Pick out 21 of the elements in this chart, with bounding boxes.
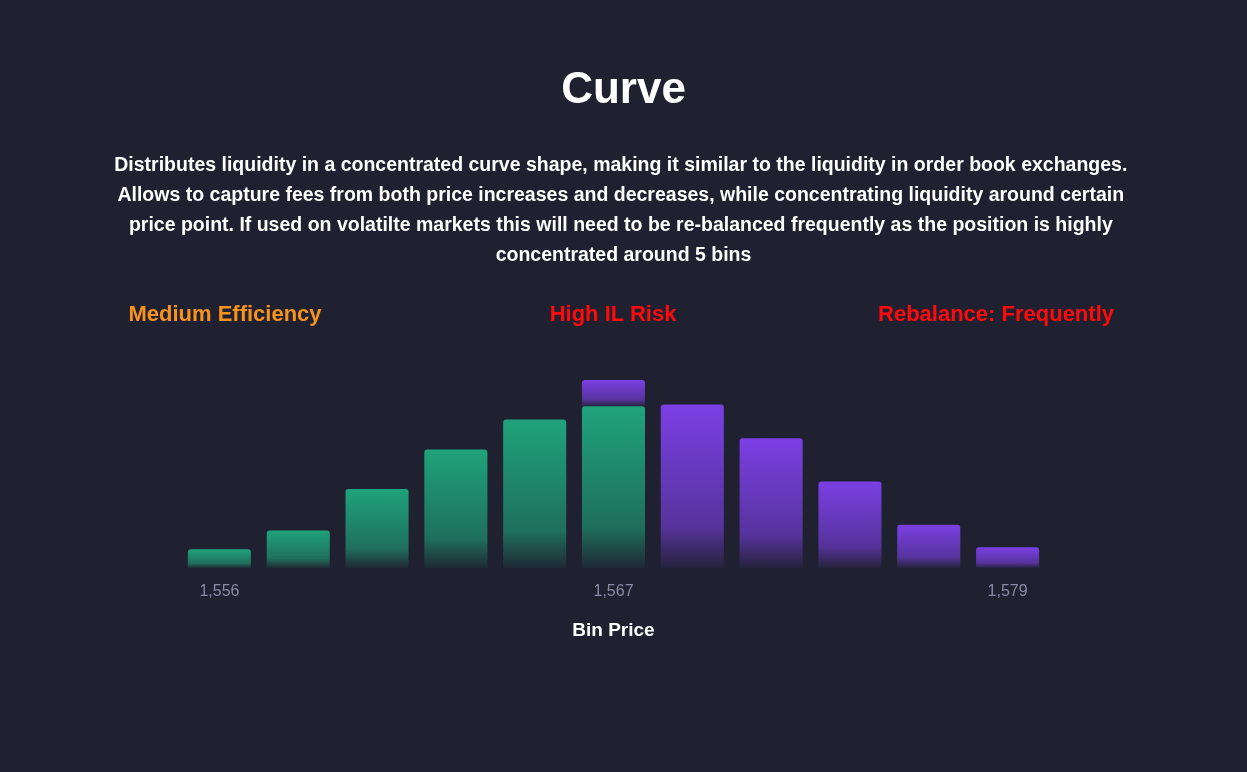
bar xyxy=(345,489,409,568)
bar xyxy=(739,438,803,568)
text: High IL Risk xyxy=(549,300,678,326)
bar xyxy=(503,419,567,568)
bar xyxy=(581,380,646,407)
bar xyxy=(660,404,724,568)
x-axis-title: Bin Price xyxy=(572,619,655,640)
bar xyxy=(897,524,961,568)
text: Medium Efficiency xyxy=(128,300,323,326)
bar xyxy=(266,530,330,568)
chart-title: Curve xyxy=(561,62,686,112)
chart-subtitle: Distributes liquidity in a concentrated curve shape, making it similar to the liquidity in order book exchanges. Allows to capture fees from both price increases and decreases, while concentrating liquidity around certain price point. If used on volatilte markets this will need to be re-balanced frequently as the position is highly concentrated around 5 bins xyxy=(114,153,1133,265)
x-tick-label: 1,579 xyxy=(987,581,1028,599)
bar xyxy=(818,481,882,568)
x-tick-label: 1,567 xyxy=(593,581,634,599)
text: Rebalance: Frequently xyxy=(878,300,1115,326)
bar xyxy=(187,549,251,568)
x-tick-label: 1,556 xyxy=(199,581,240,599)
bar xyxy=(424,449,488,568)
bar xyxy=(581,406,646,568)
bar xyxy=(976,547,1040,568)
